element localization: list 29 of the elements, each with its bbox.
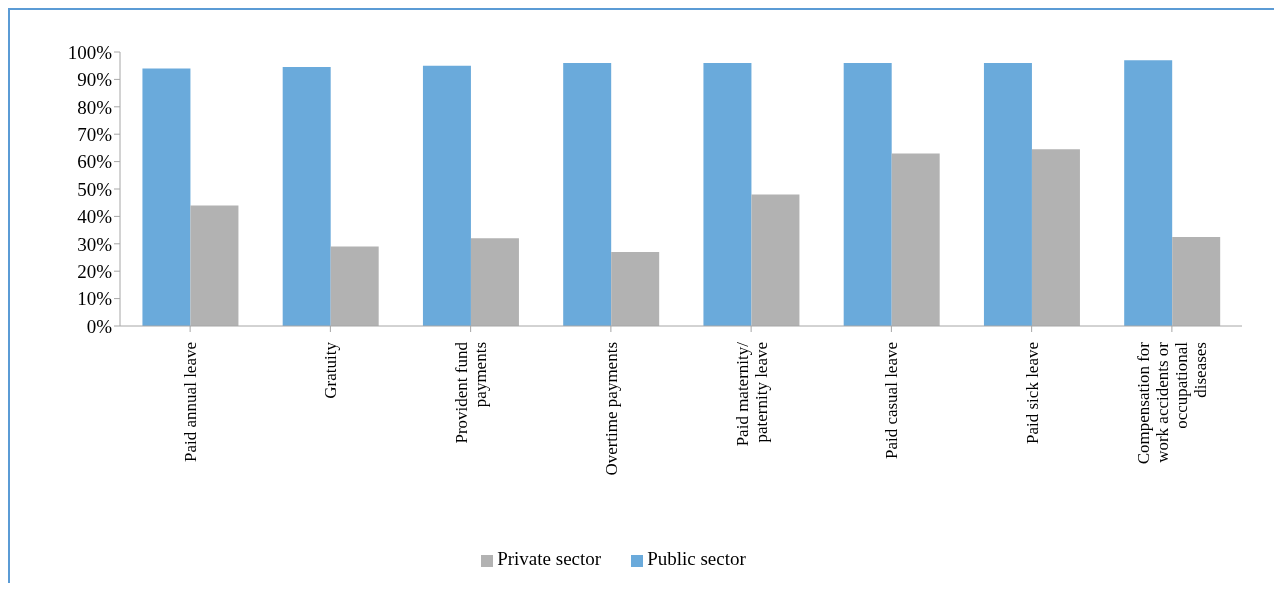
y-tick-label: 60% xyxy=(77,151,113,173)
y-tick-label: 40% xyxy=(77,206,113,228)
bar xyxy=(282,67,331,326)
x-tick-label: Paid casual leave xyxy=(882,342,902,460)
bar xyxy=(703,62,752,326)
bar xyxy=(142,68,191,326)
y-tick-label: 10% xyxy=(77,288,113,310)
y-tick-label: 0% xyxy=(86,315,113,337)
x-tick-label: Paid annual leave xyxy=(181,342,201,462)
x-tick-label: Overtime payments xyxy=(601,342,621,476)
bar xyxy=(563,62,612,326)
bar xyxy=(422,65,471,326)
legend-label: Public sector xyxy=(647,548,746,569)
y-tick-label: 50% xyxy=(77,178,113,200)
legend-label: Private sector xyxy=(497,548,602,569)
y-tick-label: 20% xyxy=(77,260,113,282)
y-tick-label: 90% xyxy=(77,69,113,91)
x-tick-label: Paid sick leave xyxy=(1022,342,1042,444)
y-tick-label: 100% xyxy=(67,41,113,63)
y-tick-label: 80% xyxy=(77,96,113,118)
y-tick-label: 70% xyxy=(77,123,113,145)
bar xyxy=(983,62,1032,326)
x-tick-label: Provident fund payments xyxy=(452,341,491,444)
bar xyxy=(843,62,892,326)
x-tick-label: Paid maternity/ paternity leave xyxy=(732,341,771,447)
y-tick-label: 30% xyxy=(77,233,113,255)
x-tick-label: Compensation for work accidents or occupational diseases xyxy=(1134,341,1211,465)
bar xyxy=(1124,60,1173,326)
x-tick-label: Gratuity xyxy=(321,341,341,399)
